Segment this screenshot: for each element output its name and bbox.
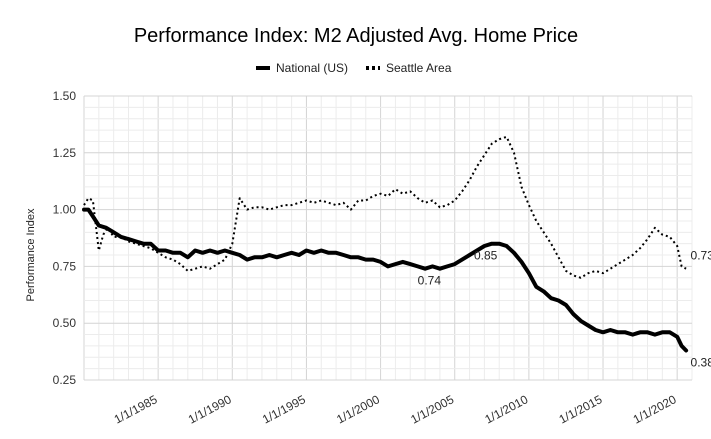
y-tick-label: 0.75 [53, 259, 77, 273]
y-tick-label: 0.50 [53, 316, 77, 330]
data-label: 0.38 [691, 355, 711, 369]
y-tick-label: 1.25 [53, 146, 77, 160]
y-tick-label: 1.50 [53, 89, 77, 103]
data-label: 0.85 [474, 249, 498, 263]
data-label: 0.73 [691, 249, 711, 263]
gridlines [83, 95, 693, 381]
series-lines [82, 135, 689, 353]
legend: National (US) Seattle Area [256, 61, 452, 75]
y-axis-label: Performance Index [25, 208, 37, 301]
y-tick-label: 0.25 [53, 373, 77, 387]
legend-label-national: National (US) [276, 61, 348, 75]
data-labels: 0.74 0.85 0.73 0.38 [418, 249, 711, 370]
y-axis-ticks: 0.25 0.50 0.75 1.00 1.25 1.50 [53, 89, 77, 387]
data-label: 0.74 [418, 274, 442, 288]
chart-title: Performance Index: M2 Adjusted Avg. Home… [134, 25, 578, 47]
legend-label-seattle: Seattle Area [386, 61, 452, 75]
series-line-seattle [83, 135, 687, 279]
y-tick-label: 1.00 [53, 203, 77, 217]
series-line-national [82, 207, 689, 353]
